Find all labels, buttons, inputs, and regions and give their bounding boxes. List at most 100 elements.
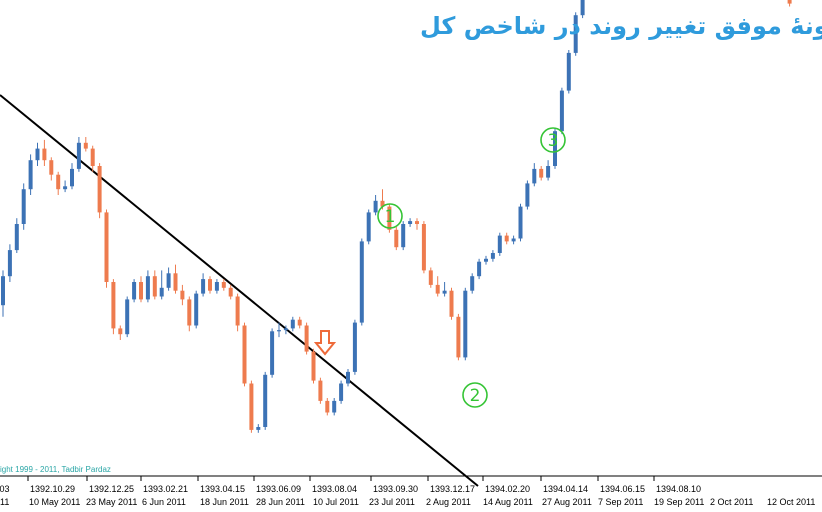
marker-1: 1 bbox=[377, 203, 403, 229]
x-axis-ticks: 0.03 1392.10.29 1392.12.25 1393.02.21 1393.0… bbox=[0, 476, 815, 507]
candle-body bbox=[477, 261, 482, 277]
chart-title: نمونهٔ موفق تغییر روند در شاخص کل bbox=[420, 12, 822, 40]
candle bbox=[787, 0, 792, 7]
candle bbox=[490, 250, 495, 262]
candle bbox=[49, 157, 54, 181]
candle-body bbox=[242, 325, 247, 384]
x-tick-label-persian: 0.03 bbox=[0, 484, 10, 494]
candle bbox=[70, 163, 74, 190]
candle-body bbox=[304, 325, 309, 352]
x-tick-label-gregorian: 19 Sep 2011 bbox=[654, 497, 704, 507]
candle-body bbox=[318, 380, 323, 401]
candle-body bbox=[387, 206, 392, 230]
candle bbox=[145, 270, 150, 303]
candle-body bbox=[546, 166, 551, 178]
candle-body bbox=[580, 0, 585, 16]
x-tick-label-gregorian: 23 May 2011 bbox=[86, 497, 137, 507]
candle-body bbox=[408, 221, 413, 224]
downtrend-line bbox=[0, 94, 479, 487]
candle bbox=[553, 128, 557, 169]
candle bbox=[228, 284, 233, 300]
candle-body bbox=[214, 282, 219, 291]
marker-label: 2 bbox=[470, 386, 481, 406]
candle-body bbox=[311, 351, 316, 381]
candle bbox=[311, 348, 316, 384]
candle bbox=[290, 316, 295, 332]
candle-body bbox=[366, 212, 371, 242]
x-tick-label-gregorian: 10 Jul 2011 bbox=[313, 497, 359, 507]
candle bbox=[401, 221, 406, 251]
x-tick-label-gregorian: 2011 bbox=[0, 497, 9, 507]
candle bbox=[511, 235, 516, 245]
x-tick-label-gregorian: 2 Oct 2011 bbox=[710, 497, 753, 507]
candle-body bbox=[21, 189, 26, 224]
candle bbox=[1, 270, 5, 317]
candle bbox=[97, 163, 102, 219]
candle-body bbox=[787, 0, 792, 4]
candle bbox=[484, 255, 488, 265]
candle bbox=[366, 209, 371, 245]
candle-body bbox=[90, 148, 95, 166]
candle bbox=[525, 180, 530, 210]
candle-body bbox=[42, 148, 47, 161]
candle bbox=[297, 316, 302, 329]
x-tick-label-gregorian: 7 Sep 2011 bbox=[598, 497, 643, 507]
candle bbox=[325, 398, 330, 416]
candle bbox=[456, 313, 461, 361]
trendline-layer bbox=[0, 94, 479, 487]
candle bbox=[270, 328, 275, 378]
x-tick-label-persian: 1393.04.15 bbox=[200, 484, 245, 494]
x-tick-label-gregorian: 27 Aug 2011 bbox=[542, 497, 592, 507]
candle-body bbox=[180, 290, 185, 300]
candle bbox=[159, 270, 164, 300]
candle-body bbox=[470, 276, 475, 291]
x-tick-label-gregorian: 10 May 2011 bbox=[29, 497, 80, 507]
candle-body bbox=[1, 276, 5, 306]
candle bbox=[318, 377, 323, 404]
candle-body bbox=[173, 273, 178, 291]
candle bbox=[504, 232, 509, 245]
candle-body bbox=[490, 253, 495, 259]
marker-circle bbox=[540, 127, 566, 153]
candle-body bbox=[256, 427, 261, 430]
x-axis: 0.03 1392.10.29 1392.12.25 1393.02.21 1393.0… bbox=[0, 475, 822, 507]
candle-body bbox=[70, 168, 74, 187]
candle bbox=[283, 325, 288, 335]
candle bbox=[214, 279, 219, 294]
candle-body bbox=[511, 238, 516, 242]
candle-body bbox=[539, 168, 544, 178]
candle-body bbox=[525, 183, 530, 207]
candle-body bbox=[83, 142, 88, 149]
x-tick-label-persian: 1394.04.14 bbox=[543, 484, 588, 494]
candle bbox=[539, 166, 544, 181]
candle bbox=[277, 322, 281, 338]
candle bbox=[180, 284, 185, 306]
candle-body bbox=[152, 276, 157, 297]
candle bbox=[76, 137, 81, 172]
candle-body bbox=[573, 15, 578, 53]
candle-body bbox=[56, 174, 61, 190]
candle-body bbox=[394, 229, 399, 248]
candle bbox=[139, 276, 143, 303]
candle-body bbox=[132, 282, 137, 300]
candle-body bbox=[194, 293, 199, 326]
candle-body bbox=[277, 330, 281, 332]
candle-body bbox=[339, 383, 344, 401]
candle-body bbox=[208, 279, 212, 291]
candle-body bbox=[139, 282, 143, 300]
candle bbox=[580, 0, 585, 19]
candle-body bbox=[290, 319, 295, 329]
candle bbox=[566, 50, 571, 94]
candle bbox=[470, 273, 475, 294]
candle-body bbox=[449, 290, 454, 317]
candle bbox=[442, 282, 447, 297]
candle bbox=[546, 160, 551, 181]
candle-body bbox=[415, 221, 419, 224]
candle-body bbox=[346, 371, 350, 384]
candle bbox=[104, 209, 109, 288]
copyright-text: ight 1999 - 2011, Tadbir Pardaz bbox=[0, 465, 111, 474]
x-tick-label-persian: 1393.02.21 bbox=[143, 484, 188, 494]
x-tick-label-gregorian: 2 Aug 2011 bbox=[426, 497, 471, 507]
candle-body bbox=[566, 52, 571, 91]
candle bbox=[90, 145, 95, 172]
